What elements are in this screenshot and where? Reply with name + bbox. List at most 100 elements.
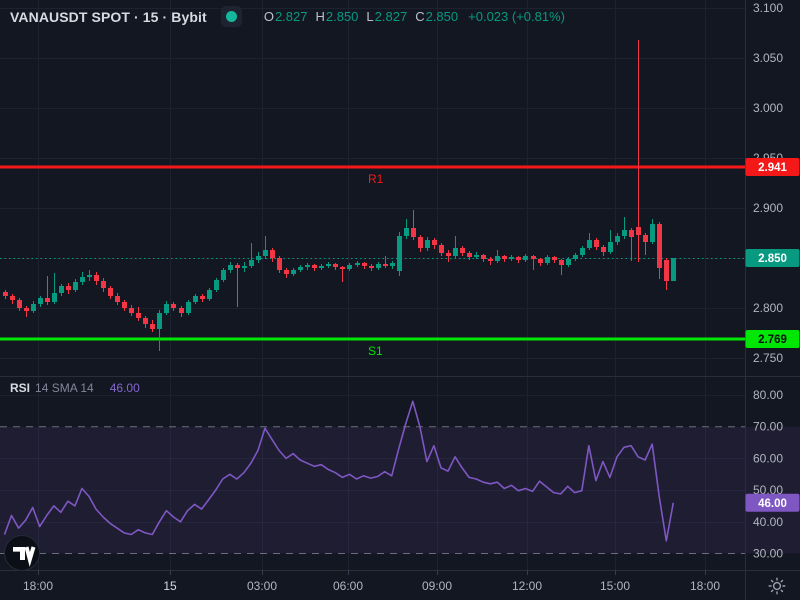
rsi-value: 46.00 [109, 381, 140, 395]
ohlc-readout: O 2.827 H 2.850 L 2.827 C 2.850 +0.023 (… [264, 9, 565, 24]
candle-body [263, 250, 268, 256]
time-axis[interactable] [0, 570, 800, 600]
rsi-tick-label: 80.00 [753, 388, 783, 402]
candle-body [228, 265, 233, 270]
candle-body [115, 296, 120, 302]
price-axis-badge [745, 493, 800, 512]
candle-body [45, 298, 50, 302]
candle-body [615, 236, 620, 242]
close-label: C [415, 9, 425, 24]
candle-body [446, 253, 451, 256]
time-tick-label: 03:00 [247, 579, 277, 593]
candle-body [390, 263, 395, 266]
candle-body [333, 264, 338, 267]
market-status-indicator[interactable] [220, 6, 242, 27]
candle-body [629, 230, 634, 237]
candle-body [516, 257, 521, 260]
candle-body [319, 266, 324, 268]
sun-icon[interactable] [764, 575, 790, 597]
logo-glyph-t [13, 547, 25, 560]
candle-body [601, 247, 606, 252]
candle-body [108, 288, 113, 296]
price-tick-label: 2.800 [753, 301, 783, 315]
candle-body [460, 248, 465, 253]
rsi-tick-label: 30.00 [753, 547, 783, 561]
price-tick-label: 2.900 [753, 201, 783, 215]
candle-body [347, 265, 352, 269]
rsi-params: 14 SMA 14 [35, 381, 94, 395]
tradingview-logo[interactable] [3, 534, 41, 577]
candle-body [411, 228, 416, 237]
change-value: +0.023 (+0.81%) [468, 9, 565, 24]
candle-body [622, 230, 627, 236]
candle-body [502, 256, 507, 259]
candle-body [298, 267, 303, 270]
status-dot-icon [225, 11, 237, 22]
rsi-indicator-header: RSI 14 SMA 14 46.00 [10, 381, 140, 395]
candle-body [643, 235, 648, 242]
candle-body [122, 302, 127, 308]
candle-body [179, 308, 184, 313]
candle-body [418, 237, 423, 248]
candle-body [587, 240, 592, 248]
price-tick-label: 2.750 [753, 351, 783, 365]
low-label: L [366, 9, 374, 24]
candle-body [157, 313, 162, 329]
time-tick-label: 06:00 [333, 579, 363, 593]
candle-body [193, 296, 198, 302]
candle-body [481, 255, 486, 259]
candle-body [474, 255, 479, 257]
candle-body [17, 300, 22, 308]
candle-body [242, 266, 247, 268]
candle-body [523, 256, 528, 260]
candle-body [376, 264, 381, 268]
open-label: O [263, 9, 274, 24]
candle-body [432, 240, 437, 245]
candle-body [608, 242, 613, 252]
candle-body [66, 286, 71, 290]
s1-label: S1 [368, 344, 383, 358]
time-tick-label: 18:00 [690, 579, 720, 593]
candle-body [439, 245, 444, 253]
candle-body [552, 257, 557, 260]
candle-body [249, 260, 254, 266]
price-badge-label: 2.769 [758, 334, 787, 346]
price-badge-label: 2.850 [758, 253, 787, 265]
candle-body [291, 270, 296, 274]
candle-body [38, 298, 43, 304]
candle-body [221, 270, 226, 280]
candle-body [383, 264, 388, 266]
high-label: H [315, 9, 325, 24]
candle-body [340, 267, 345, 269]
candle-body [59, 286, 64, 293]
rsi-title[interactable]: RSI [10, 381, 31, 395]
candle-body [425, 240, 430, 248]
candle-body [73, 282, 78, 290]
candle-body [326, 264, 331, 266]
price-axis[interactable] [745, 0, 800, 570]
candle-body [362, 263, 367, 266]
candle-body [664, 260, 669, 281]
time-tick-label: 09:00 [422, 579, 452, 593]
price-axis-badge [745, 330, 800, 348]
logo-glyph-v [24, 546, 36, 567]
candle-body [136, 313, 141, 318]
candle-body [566, 259, 571, 265]
candle-body [277, 258, 282, 270]
candle-body [284, 270, 289, 274]
candle-body [200, 296, 205, 299]
candle-body [171, 304, 176, 308]
candle-body [580, 248, 585, 255]
candle-body [10, 296, 15, 300]
candle-body [495, 256, 500, 261]
candle-body [150, 324, 155, 329]
price-axis-badge [745, 158, 800, 176]
candle-body [94, 275, 99, 281]
symbol-title[interactable]: VANAUSDT SPOT · 15 · Bybit [10, 8, 207, 25]
time-tick-label: 12:00 [512, 579, 542, 593]
price-tick-label: 3.000 [753, 101, 783, 115]
candle-body [355, 263, 360, 265]
candle-body [24, 308, 29, 311]
candle-body [650, 224, 655, 242]
